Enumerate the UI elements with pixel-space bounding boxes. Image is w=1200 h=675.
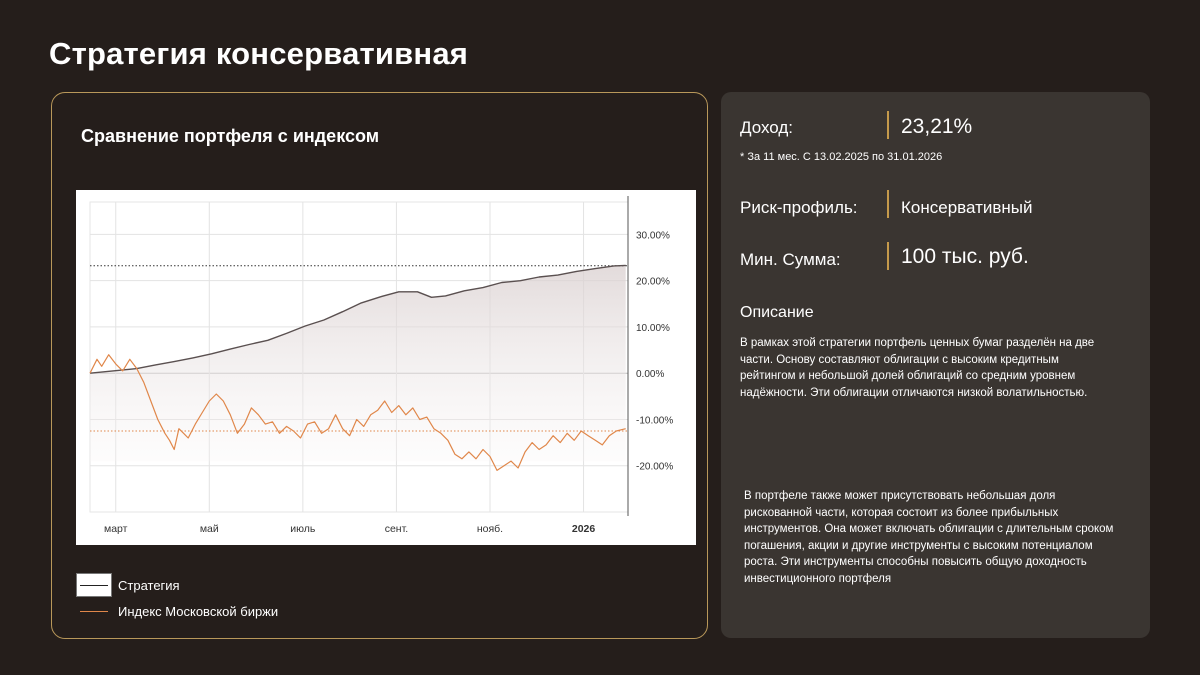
x-tick-label-3: сент. [385,523,408,535]
risk-value: Консервативный [901,198,1033,217]
y-tick-label-4: -10.00% [636,415,673,426]
x-tick-label-4: нояб. [477,523,503,535]
x-tick-label-0: март [104,523,128,535]
min-sum-divider [887,242,889,270]
risk-label: Риск-профиль: [740,198,858,217]
page-title: Стратегия консервативная [49,36,469,71]
index-line [89,354,626,471]
risk-divider [887,190,889,218]
income-note: * За 11 мес. С 13.02.2025 по 31.01.2026 [740,151,943,163]
legend-label-strategy: Стратегия [118,577,180,593]
x-tick-label-1: май [200,523,219,535]
chart-heading: Сравнение портфеля с индексом [81,126,380,146]
income-label: Доход: [740,118,794,137]
y-tick-label-2: 10.00% [636,323,670,334]
legend-label-index: Индекс Московской биржи [118,603,279,619]
y-tick-label-1: 20.00% [636,277,670,288]
x-tick-label-5: 2026 [572,523,596,535]
min-sum-value: 100 тыс. руб. [901,245,1029,268]
legend-swatch-index [76,599,112,623]
legend-item-strategy: Стратегия [76,572,278,598]
strategy-line [89,264,626,374]
min-sum-label: Мин. Сумма: [740,250,841,269]
strategy-area [90,265,626,462]
description-paragraph-2: В портфеле также может присутствовать не… [744,490,1114,585]
description-paragraph-1: В рамках этой стратегии портфель ценных … [740,337,1095,399]
description-heading: Описание [740,304,814,321]
income-value: 23,21% [901,115,973,138]
y-tick-label-3: 0.00% [636,369,664,380]
info-card: Доход: 23,21% * За 11 мес. С 13.02.2025 … [721,92,1150,638]
chart-area: 30.00% 20.00% 10.00% 0.00% -10.00% -20.00% мар… [76,190,696,545]
y-tick-label-0: 30.00% [636,230,670,241]
income-divider [887,111,889,139]
y-tick-label-5: -20.00% [636,462,673,473]
chart-legend: Стратегия Индекс Московской биржи [76,572,278,624]
legend-swatch-strategy [76,573,112,597]
comparison-chart: 30.00% 20.00% 10.00% 0.00% -10.00% -20.00% мар… [89,196,673,535]
chart-card: Сравнение портфеля с индексом 30.00% 20.0… [51,92,708,639]
legend-item-index: Индекс Московской биржи [76,598,278,624]
x-tick-label-2: июль [290,523,316,535]
